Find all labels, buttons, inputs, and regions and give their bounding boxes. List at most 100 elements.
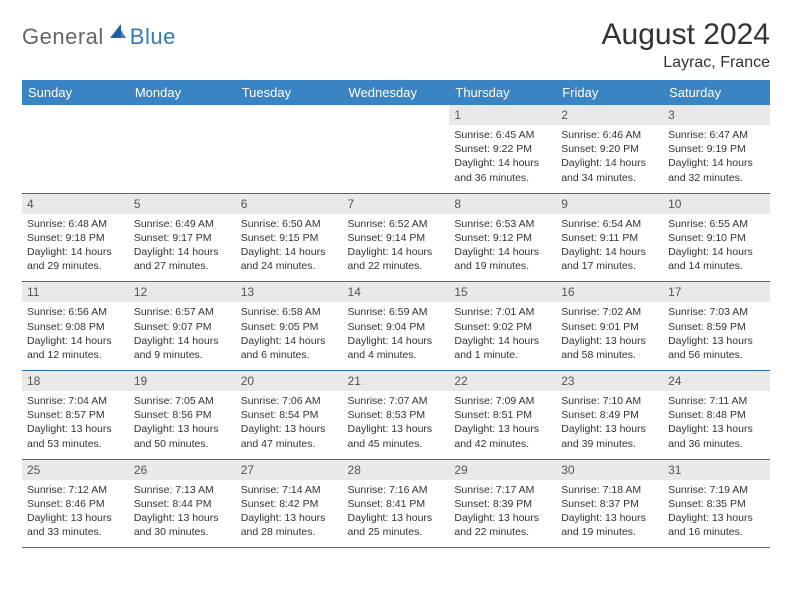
daylight-text: Daylight: 14 hours and 27 minutes. xyxy=(134,245,231,273)
day-number: 11 xyxy=(22,282,129,302)
calendar-day-cell xyxy=(129,105,236,193)
daylight-text: Daylight: 13 hours and 42 minutes. xyxy=(454,422,551,450)
sunrise-text: Sunrise: 7:17 AM xyxy=(454,483,551,497)
sunrise-text: Sunrise: 6:57 AM xyxy=(134,305,231,319)
calendar-day-cell: 5Sunrise: 6:49 AMSunset: 9:17 PMDaylight… xyxy=(129,193,236,282)
day-number: 8 xyxy=(449,194,556,214)
calendar-day-cell: 24Sunrise: 7:11 AMSunset: 8:48 PMDayligh… xyxy=(663,371,770,460)
sunset-text: Sunset: 8:57 PM xyxy=(27,408,124,422)
day-header-row: Sunday Monday Tuesday Wednesday Thursday… xyxy=(22,80,770,105)
calendar-day-cell: 23 Sunrise: 7:10 AMSunset: 8:49 PMDayligh… xyxy=(556,371,663,460)
sunset-text: Sunset: 9:20 PM xyxy=(561,142,658,156)
sunrise-text: Sunrise: 7:01 AM xyxy=(454,305,551,319)
day-number: 26 xyxy=(129,460,236,480)
calendar-day-cell: 2Sunrise: 6:46 AMSunset: 9:20 PMDaylight… xyxy=(556,105,663,193)
daylight-text: Daylight: 14 hours and 6 minutes. xyxy=(241,334,338,362)
sunrise-text: Sunrise: 7:14 AM xyxy=(241,483,338,497)
sunset-text: Sunset: 8:42 PM xyxy=(241,497,338,511)
day-details: Sunrise: 6:53 AMSunset: 9:12 PMDaylight:… xyxy=(454,217,551,274)
calendar-week-row: 11 Sunrise: 6:56 AMSunset: 9:08 PMDayligh… xyxy=(22,282,770,371)
day-details: Sunrise: 7:02 AMSunset: 9:01 PMDaylight:… xyxy=(561,305,658,362)
sunrise-text: Sunrise: 7:09 AM xyxy=(454,394,551,408)
daylight-text: Daylight: 14 hours and 9 minutes. xyxy=(134,334,231,362)
day-details: Sunrise: 6:46 AMSunset: 9:20 PMDaylight:… xyxy=(561,128,658,185)
day-number: 17 xyxy=(663,282,770,302)
daylight-text: Daylight: 14 hours and 14 minutes. xyxy=(668,245,765,273)
day-details: Sunrise: 6:50 AMSunset: 9:15 PMDaylight:… xyxy=(241,217,338,274)
day-details: Sunrise: 6:54 AMSunset: 9:11 PMDaylight:… xyxy=(561,217,658,274)
calendar-day-cell: 7Sunrise: 6:52 AMSunset: 9:14 PMDaylight… xyxy=(343,193,450,282)
calendar-week-row: 25Sunrise: 7:12 AMSunset: 8:46 PMDayligh… xyxy=(22,459,770,548)
day-header: Thursday xyxy=(449,80,556,105)
page-subtitle: Layrac, France xyxy=(602,54,770,72)
sunset-text: Sunset: 9:05 PM xyxy=(241,320,338,334)
sunrise-text: Sunrise: 7:05 AM xyxy=(134,394,231,408)
sunrise-text: Sunrise: 6:53 AM xyxy=(454,217,551,231)
day-number: 13 xyxy=(236,282,343,302)
day-number: 19 xyxy=(129,371,236,391)
daylight-text: Daylight: 14 hours and 29 minutes. xyxy=(27,245,124,273)
calendar-day-cell: 20Sunrise: 7:06 AMSunset: 8:54 PMDayligh… xyxy=(236,371,343,460)
day-details: Sunrise: 7:01 AMSunset: 9:02 PMDaylight:… xyxy=(454,305,551,362)
day-number: 10 xyxy=(663,194,770,214)
day-header: Monday xyxy=(129,80,236,105)
day-header: Sunday xyxy=(22,80,129,105)
sunset-text: Sunset: 8:44 PM xyxy=(134,497,231,511)
sunrise-text: Sunrise: 7:13 AM xyxy=(134,483,231,497)
calendar-week-row: 18Sunrise: 7:04 AMSunset: 8:57 PMDayligh… xyxy=(22,371,770,460)
logo-text-blue: Blue xyxy=(130,24,176,50)
daylight-text: Daylight: 14 hours and 4 minutes. xyxy=(348,334,445,362)
sunset-text: Sunset: 9:10 PM xyxy=(668,231,765,245)
sunset-text: Sunset: 8:39 PM xyxy=(454,497,551,511)
sunrise-text: Sunrise: 6:58 AM xyxy=(241,305,338,319)
sunrise-text: Sunrise: 6:55 AM xyxy=(668,217,765,231)
day-number: 23 xyxy=(556,371,663,391)
day-details: Sunrise: 6:48 AMSunset: 9:18 PMDaylight:… xyxy=(27,217,124,274)
calendar-day-cell: 11 Sunrise: 6:56 AMSunset: 9:08 PMDayligh… xyxy=(22,282,129,371)
daylight-text: Daylight: 13 hours and 30 minutes. xyxy=(134,511,231,539)
day-details: Sunrise: 7:10 AMSunset: 8:49 PMDaylight:… xyxy=(561,394,658,451)
day-header: Saturday xyxy=(663,80,770,105)
sunrise-text: Sunrise: 7:04 AM xyxy=(27,394,124,408)
day-details: Sunrise: 7:13 AMSunset: 8:44 PMDaylight:… xyxy=(134,483,231,540)
day-details: Sunrise: 7:11 AMSunset: 8:48 PMDaylight:… xyxy=(668,394,765,451)
day-number: 16 xyxy=(556,282,663,302)
sunrise-text: Sunrise: 6:59 AM xyxy=(348,305,445,319)
calendar-day-cell: 25Sunrise: 7:12 AMSunset: 8:46 PMDayligh… xyxy=(22,459,129,548)
day-details: Sunrise: 6:47 AMSunset: 9:19 PMDaylight:… xyxy=(668,128,765,185)
day-details: Sunrise: 7:05 AMSunset: 8:56 PMDaylight:… xyxy=(134,394,231,451)
sunrise-text: Sunrise: 6:56 AM xyxy=(27,305,124,319)
day-number: 21 xyxy=(343,371,450,391)
sunset-text: Sunset: 9:18 PM xyxy=(27,231,124,245)
day-number: 29 xyxy=(449,460,556,480)
day-number: 25 xyxy=(22,460,129,480)
calendar-day-cell: 10 Sunrise: 6:55 AMSunset: 9:10 PMDayligh… xyxy=(663,193,770,282)
day-details: Sunrise: 7:14 AMSunset: 8:42 PMDaylight:… xyxy=(241,483,338,540)
calendar-day-cell: 13 Sunrise: 6:58 AMSunset: 9:05 PMDayligh… xyxy=(236,282,343,371)
day-details: Sunrise: 6:57 AMSunset: 9:07 PMDaylight:… xyxy=(134,305,231,362)
sunset-text: Sunset: 8:48 PM xyxy=(668,408,765,422)
header-row: General Blue August 2024 Layrac, France xyxy=(22,18,770,72)
day-number: 6 xyxy=(236,194,343,214)
calendar-day-cell: 29Sunrise: 7:17 AMSunset: 8:39 PMDayligh… xyxy=(449,459,556,548)
calendar-day-cell: 18Sunrise: 7:04 AMSunset: 8:57 PMDayligh… xyxy=(22,371,129,460)
sunset-text: Sunset: 9:14 PM xyxy=(348,231,445,245)
day-details: Sunrise: 6:55 AMSunset: 9:10 PMDaylight:… xyxy=(668,217,765,274)
day-number: 14 xyxy=(343,282,450,302)
day-number: 1 xyxy=(449,105,556,125)
calendar-day-cell: 15Sunrise: 7:01 AMSunset: 9:02 PMDayligh… xyxy=(449,282,556,371)
day-header: Wednesday xyxy=(343,80,450,105)
sunrise-text: Sunrise: 7:12 AM xyxy=(27,483,124,497)
day-details: Sunrise: 6:56 AMSunset: 9:08 PMDaylight:… xyxy=(27,305,124,362)
sunrise-text: Sunrise: 7:18 AM xyxy=(561,483,658,497)
day-details: Sunrise: 7:19 AMSunset: 8:35 PMDaylight:… xyxy=(668,483,765,540)
daylight-text: Daylight: 14 hours and 22 minutes. xyxy=(348,245,445,273)
daylight-text: Daylight: 14 hours and 32 minutes. xyxy=(668,156,765,184)
day-details: Sunrise: 7:07 AMSunset: 8:53 PMDaylight:… xyxy=(348,394,445,451)
day-number: 4 xyxy=(22,194,129,214)
page-title: August 2024 xyxy=(602,18,770,52)
sunset-text: Sunset: 9:17 PM xyxy=(134,231,231,245)
day-number: 9 xyxy=(556,194,663,214)
sunset-text: Sunset: 9:04 PM xyxy=(348,320,445,334)
sunset-text: Sunset: 8:53 PM xyxy=(348,408,445,422)
